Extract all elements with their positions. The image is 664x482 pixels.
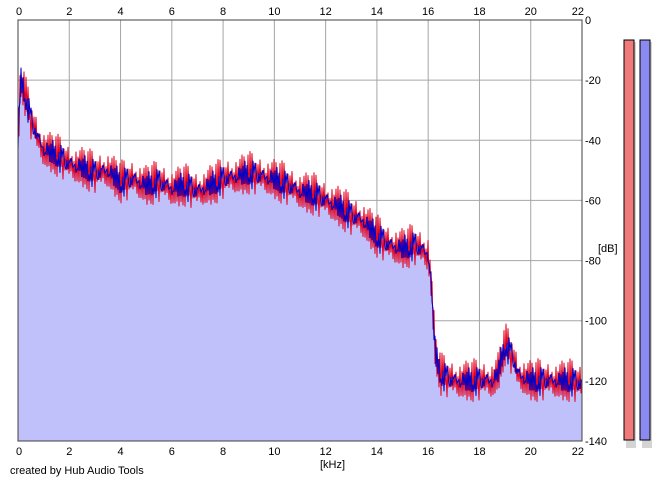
y-tick-label: -80	[585, 256, 601, 268]
x-tick-label-top: 2	[66, 6, 72, 18]
x-tick-label-bottom: 10	[268, 446, 280, 458]
y-ticks: 0 -20 -40 -60 -80 -100 -120 -140	[585, 15, 607, 448]
y-tick-label: -140	[585, 436, 607, 448]
x-tick-label-bottom: 12	[320, 446, 332, 458]
x-tick-label-top: 4	[117, 6, 123, 18]
x-tick-label-top: 0	[16, 6, 22, 18]
x-tick-label-top: 18	[473, 6, 485, 18]
x-ticks-top: 0 2 4 6 8 10 12 14 16 18 20 22	[16, 6, 584, 18]
plot-frame	[17, 19, 583, 442]
x-tick-label-top: 22	[572, 6, 584, 18]
x-tick-label-top: 12	[320, 6, 332, 18]
y-axis-label: [dB]	[598, 243, 618, 255]
x-tick-label-top: 20	[525, 6, 537, 18]
spectrum-lines	[17, 67, 583, 402]
x-tick-label-bottom: 14	[371, 446, 383, 458]
y-tick-label: -120	[585, 376, 607, 388]
y-tick-label: -40	[585, 135, 601, 147]
x-tick-label-bottom: 22	[572, 446, 584, 458]
y-tick-label: -20	[585, 75, 601, 87]
y-tick-label: -100	[585, 316, 607, 328]
y-tick-label: 0	[585, 15, 591, 27]
x-tick-label-top: 6	[169, 6, 175, 18]
y-tick-label: -60	[585, 195, 601, 207]
series-line-1	[17, 71, 583, 402]
x-tick-label-bottom: 20	[525, 446, 537, 458]
x-ticks-bottom: 0 2 4 6 8 10 12 14 16 18 20 22	[16, 446, 584, 458]
x-tick-label-bottom: 4	[117, 446, 123, 458]
level-meters	[623, 39, 652, 448]
credit-text: created by Hub Audio Tools	[10, 465, 144, 477]
x-axis-label: [kHz]	[320, 459, 345, 471]
x-tick-label-bottom: 6	[169, 446, 175, 458]
x-tick-label-top: 16	[422, 6, 434, 18]
x-tick-label-bottom: 16	[422, 446, 434, 458]
x-tick-label-top: 8	[220, 6, 226, 18]
level-meter-right	[639, 39, 651, 441]
x-tick-label-top: 14	[371, 6, 383, 18]
spectrum-fill	[18, 67, 582, 441]
x-tick-label-top: 10	[268, 6, 280, 18]
plot-border	[17, 19, 583, 442]
x-tick-label-bottom: 8	[220, 446, 226, 458]
series-line-2	[17, 67, 583, 397]
x-tick-label-bottom: 2	[66, 446, 72, 458]
level-meter-left	[623, 39, 635, 441]
spectrum-area	[18, 67, 582, 441]
x-tick-label-bottom: 0	[16, 446, 22, 458]
x-tick-label-bottom: 18	[473, 446, 485, 458]
